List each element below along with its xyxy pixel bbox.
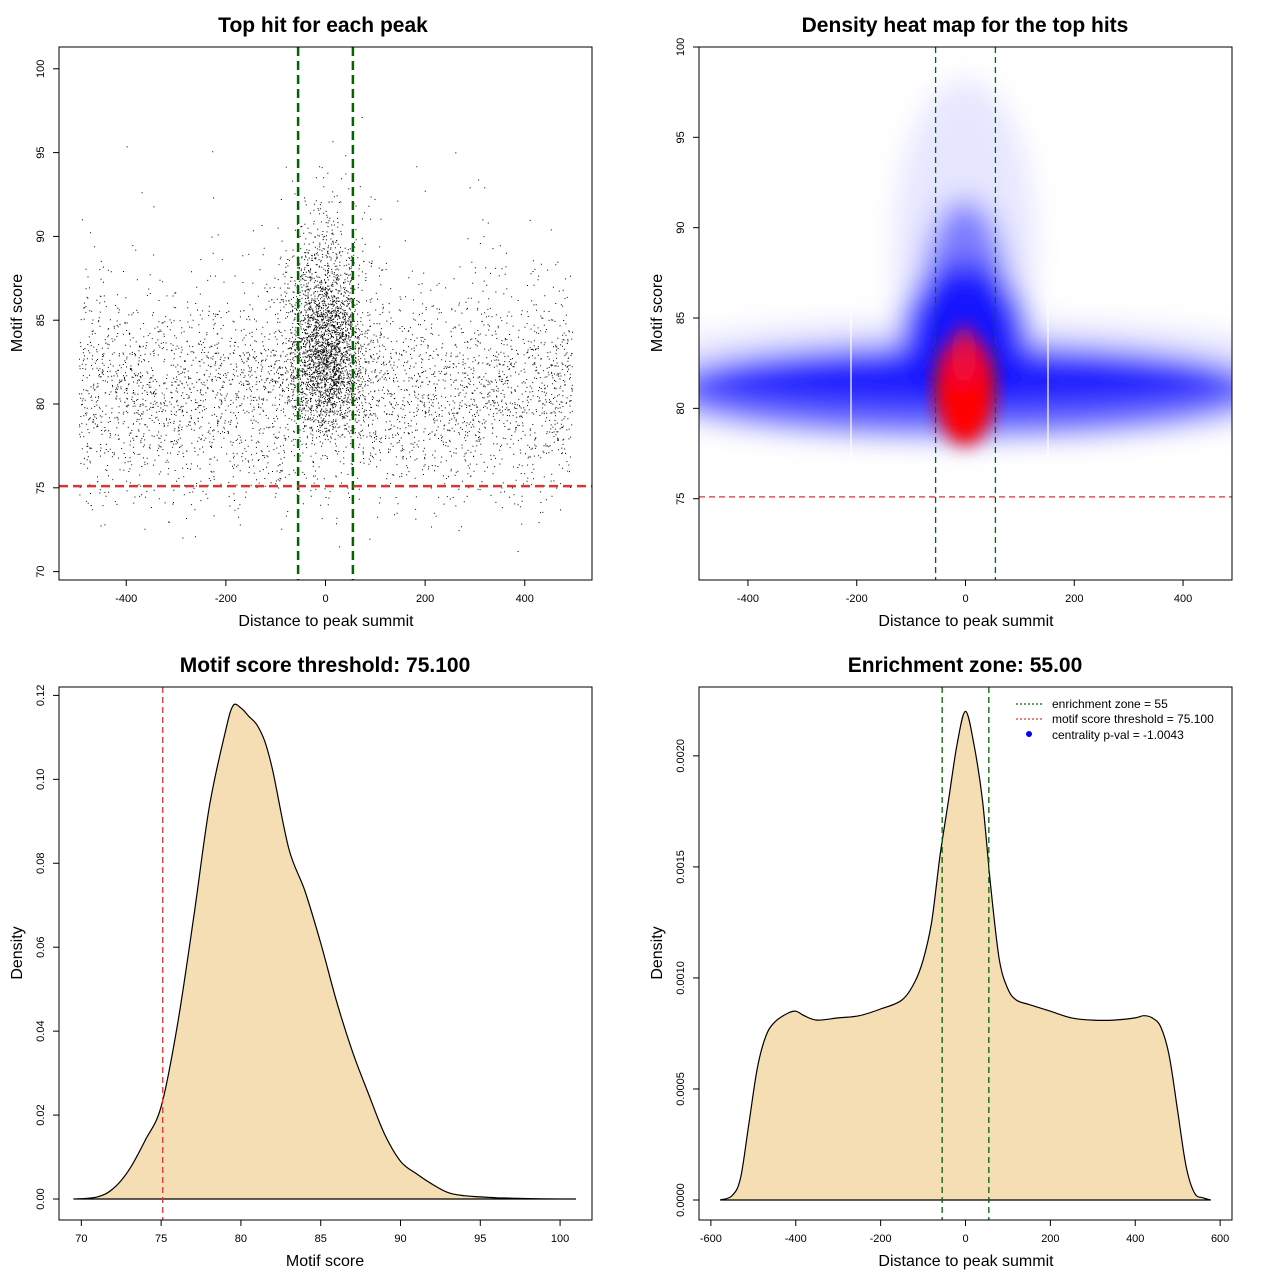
- legend-label-pval: centrality p-val = -1.0043: [1052, 728, 1184, 742]
- x-tick-label: 0: [322, 593, 328, 605]
- y-tick-label: 75: [35, 482, 47, 494]
- panel-distance-density: Enrichment zone: 55.00 -600 -400 -200 0 200 4…: [649, 654, 1233, 1270]
- x-tick-label: 400: [1174, 593, 1192, 605]
- density-area: [73, 703, 577, 1200]
- x-axis-ticks: -600 -400 -200 0 200 400 600: [700, 1220, 1229, 1245]
- chart-title: Enrichment zone: 55.00: [848, 654, 1083, 677]
- y-tick-label: 95: [35, 146, 47, 158]
- chart-title: Density heat map for the top hits: [802, 14, 1129, 37]
- legend: enrichment zone = 55 motif score thresho…: [1016, 697, 1214, 742]
- x-tick-label: 75: [155, 1233, 167, 1245]
- x-axis-label: Motif score: [286, 1253, 364, 1270]
- y-axis-label: Motif score: [9, 274, 26, 352]
- y-axis-ticks: 75 80 85 90 95 100: [675, 38, 699, 505]
- panel-heatmap: Density heat map for the top hits -400 -2…: [649, 14, 1233, 630]
- legend-label-enrichment: enrichment zone = 55: [1052, 697, 1168, 711]
- y-tick-label: 0.10: [35, 769, 47, 790]
- x-tick-label: 200: [1065, 593, 1083, 605]
- x-tick-label: 70: [75, 1233, 87, 1245]
- density-area: [720, 710, 1211, 1201]
- panel-scatter: Top hit for each peak -400 -200 0 200 400 70…: [9, 14, 593, 630]
- y-tick-label: 0.00: [35, 1188, 47, 1209]
- y-tick-label: 85: [35, 314, 47, 326]
- x-axis-ticks: -400 -200 0 200 400: [115, 580, 534, 605]
- y-tick-label: 0.08: [35, 853, 47, 874]
- x-tick-label: -400: [737, 593, 759, 605]
- x-tick-label: 80: [235, 1233, 247, 1245]
- y-tick-label: 100: [675, 38, 687, 56]
- panel-score-density: Motif score threshold: 75.100 70 75 80 85 90…: [9, 654, 593, 1270]
- x-tick-label: 600: [1211, 1233, 1229, 1245]
- y-tick-label: 90: [675, 222, 687, 234]
- legend-label-threshold: motif score threshold = 75.100: [1052, 712, 1214, 726]
- x-tick-label: -400: [115, 593, 137, 605]
- y-tick-label: 95: [675, 131, 687, 143]
- x-axis-ticks: -400 -200 0 200 400: [737, 580, 1192, 605]
- x-tick-label: -400: [785, 1233, 807, 1245]
- y-tick-label: 0.0020: [675, 739, 687, 773]
- y-tick-label: 80: [675, 402, 687, 414]
- x-tick-label: 400: [1126, 1233, 1144, 1245]
- y-tick-label: 80: [35, 398, 47, 410]
- x-tick-label: 200: [1041, 1233, 1059, 1245]
- chart-title: Top hit for each peak: [218, 14, 428, 37]
- y-axis-label: Motif score: [649, 274, 666, 352]
- y-axis-label: Density: [9, 926, 26, 979]
- y-tick-label: 0.0000: [675, 1183, 687, 1217]
- y-tick-label: 100: [35, 60, 47, 78]
- plot-frame: [58, 46, 593, 581]
- x-tick-label: -600: [700, 1233, 722, 1245]
- x-axis-label: Distance to peak summit: [878, 1253, 1054, 1270]
- y-tick-label: 0.04: [35, 1020, 47, 1041]
- x-tick-label: 200: [416, 593, 434, 605]
- x-tick-label: 85: [315, 1233, 327, 1245]
- y-tick-label: 0.0015: [675, 850, 687, 884]
- y-tick-label: 0.0010: [675, 961, 687, 995]
- legend-swatch-pval: [1026, 731, 1032, 737]
- y-axis-ticks: 0.0000 0.0005 0.0010 0.0015 0.0020: [675, 739, 699, 1217]
- reference-lines: [941, 687, 990, 1220]
- chart-title: Motif score threshold: 75.100: [180, 654, 471, 677]
- x-tick-label: 95: [474, 1233, 486, 1245]
- x-axis-ticks: 70 75 80 85 90 95 100: [75, 1220, 569, 1245]
- y-tick-label: 85: [675, 312, 687, 324]
- x-tick-label: 90: [394, 1233, 406, 1245]
- y-tick-label: 70: [35, 565, 47, 577]
- x-axis-label: Distance to peak summit: [878, 613, 1054, 630]
- y-tick-label: 0.06: [35, 936, 47, 957]
- y-tick-label: 0.12: [35, 685, 47, 706]
- plot-frame: [58, 686, 593, 1221]
- reference-lines: [59, 47, 592, 580]
- x-axis-label: Distance to peak summit: [238, 613, 414, 630]
- y-tick-label: 0.0005: [675, 1072, 687, 1106]
- y-tick-label: 90: [35, 230, 47, 242]
- x-tick-label: -200: [870, 1233, 892, 1245]
- x-tick-label: 400: [516, 593, 534, 605]
- heatmap-density: [699, 47, 1232, 580]
- x-tick-label: 100: [551, 1233, 569, 1245]
- y-axis-ticks: 70 75 80 85 90 95 100: [35, 60, 59, 578]
- x-tick-label: -200: [215, 593, 237, 605]
- reference-lines: [699, 47, 1232, 580]
- x-tick-label: -200: [846, 593, 868, 605]
- y-axis-label: Density: [649, 926, 666, 979]
- y-tick-label: 0.02: [35, 1104, 47, 1125]
- x-tick-label: 0: [962, 1233, 968, 1245]
- y-tick-label: 75: [675, 493, 687, 505]
- y-axis-ticks: 0.00 0.02 0.04 0.06 0.08 0.10 0.12: [35, 685, 59, 1210]
- x-tick-label: 0: [962, 593, 968, 605]
